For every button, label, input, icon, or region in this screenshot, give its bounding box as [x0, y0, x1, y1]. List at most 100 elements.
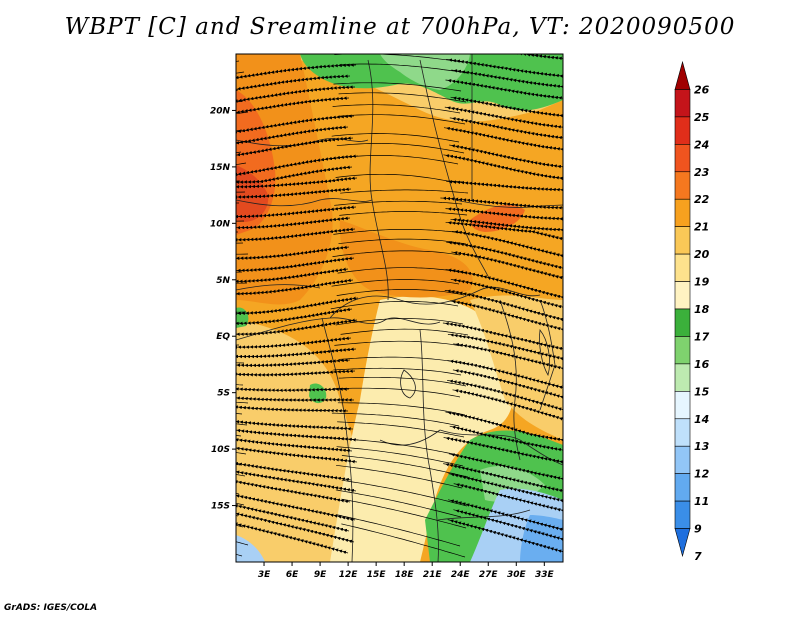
streamline [336, 464, 463, 489]
colorbar-label: 13 [694, 440, 710, 453]
colorbar-label: 12 [694, 468, 710, 481]
streamline [330, 300, 459, 310]
colorbar-label: 15 [694, 385, 710, 398]
streamline [331, 279, 460, 287]
colorbar-segment [674, 116, 691, 145]
lat-tick-label: 15N [210, 163, 231, 173]
streamline [236, 520, 349, 555]
streamline [338, 92, 467, 103]
lon-tick-label: 3E [258, 570, 271, 580]
wbpt-zone-22-center [339, 220, 473, 298]
colorbar-label: 26 [694, 83, 710, 96]
colorbar-segment [674, 281, 691, 310]
colorbar-label: 23 [694, 166, 710, 179]
colorbar-segment [674, 60, 691, 90]
streamline [236, 373, 239, 375]
colorbar-segment [674, 226, 691, 255]
colorbar-segment [674, 418, 691, 447]
lat-tick-label: EQ [216, 332, 230, 342]
grads-credit: GrADS: IGES/COLA [4, 603, 98, 613]
map-frame [235, 53, 564, 563]
streamline [337, 114, 466, 125]
streamline [338, 376, 467, 387]
streamline [236, 362, 245, 364]
streamline [236, 553, 243, 557]
colorbar-label: 24 [694, 138, 709, 151]
lon-tick-label: 33E [535, 570, 555, 580]
streamline [340, 189, 469, 194]
streamline [236, 71, 245, 74]
colorbar-label: 25 [694, 111, 710, 124]
streamline [236, 176, 358, 189]
lon-tick-label: 27E [479, 570, 499, 580]
streamline [339, 63, 468, 74]
streamline [236, 384, 244, 386]
streamline [236, 318, 358, 337]
colorbar-segment [674, 171, 691, 200]
streamline [336, 289, 465, 296]
streamline [447, 519, 563, 556]
lon-tick-label: 9E [314, 570, 327, 580]
lat-tick-label: 10N [210, 219, 231, 229]
colorbar-segment [674, 391, 691, 420]
streamline [236, 336, 352, 349]
streamline [236, 395, 354, 402]
streamline [443, 54, 563, 61]
streamline [236, 278, 354, 296]
wbpt-zone-16-sahara [380, 54, 470, 90]
streamline [236, 187, 352, 199]
colorbar-segment [674, 89, 691, 118]
streamline [337, 421, 465, 438]
streamline [334, 340, 463, 347]
lon-tick-label: 6E [286, 570, 299, 580]
lon-tick-label: 21E [423, 570, 443, 580]
colorbar-label: 14 [694, 413, 709, 426]
streamline [236, 311, 247, 313]
streamline [335, 318, 464, 326]
colorbar-label: 16 [694, 358, 710, 371]
streamline [236, 129, 243, 132]
lat-tick-label: 15S [211, 502, 230, 512]
streamline [332, 250, 461, 257]
colorbar-label: 17 [694, 330, 710, 343]
lat-tick-label: 20N [210, 106, 231, 116]
streamline [341, 523, 466, 558]
streamline [338, 238, 467, 245]
streamline [236, 347, 357, 359]
streamline [236, 89, 239, 91]
streamline [236, 423, 248, 426]
colorbar-label: 20 [694, 248, 710, 261]
colorbar-label: 7 [694, 550, 702, 563]
streamline [339, 211, 468, 216]
colorbar-segment [674, 198, 691, 227]
colorbar-label: 9 [694, 523, 702, 536]
streamline [336, 446, 464, 467]
streamline [341, 479, 468, 507]
colorbar-segment [674, 308, 691, 337]
map-title: WBPT [C] and Sreamline at 700hPa, VT: 20… [64, 14, 736, 40]
colorbar-segment [674, 253, 691, 282]
streamline [236, 202, 239, 204]
streamline [446, 180, 563, 192]
lat-tick-label: 5N [216, 276, 230, 286]
streamline [339, 356, 468, 365]
streamline [236, 191, 246, 193]
streamline [236, 493, 240, 495]
lon-tick-label: 12E [339, 570, 359, 580]
lon-tick-label: 18E [395, 570, 415, 580]
colorbar-label: 11 [694, 495, 709, 508]
streamline [236, 136, 354, 158]
streamline [236, 446, 358, 464]
streamline [332, 387, 461, 398]
streamline [337, 402, 466, 416]
streamline [236, 386, 350, 393]
streamline [236, 180, 240, 182]
streamline [335, 173, 464, 183]
streamline [236, 60, 240, 62]
streamline [335, 514, 461, 547]
streamline [236, 404, 349, 413]
colorbar-segment [674, 500, 691, 529]
colorbar-segment [674, 363, 691, 392]
streamlines [236, 54, 563, 558]
streamline [336, 143, 465, 154]
